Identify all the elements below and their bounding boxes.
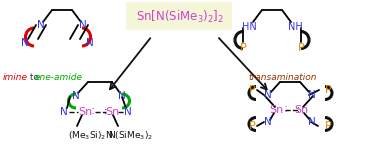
Text: N: N <box>21 38 29 48</box>
Text: P: P <box>249 121 256 131</box>
Text: :: : <box>103 106 107 116</box>
Text: Sn: Sn <box>294 105 308 115</box>
Text: :: : <box>91 104 95 118</box>
Text: Sn[N(SiMe$_3$)$_2$]$_2$: Sn[N(SiMe$_3$)$_2$]$_2$ <box>136 9 224 25</box>
Text: N: N <box>124 107 132 117</box>
Text: N: N <box>60 107 68 117</box>
Text: transamination: transamination <box>248 73 316 82</box>
Text: HN: HN <box>242 22 256 32</box>
Text: Sn: Sn <box>269 105 283 115</box>
Text: N: N <box>264 90 272 100</box>
Text: imine: imine <box>3 73 28 82</box>
Text: N: N <box>72 91 80 101</box>
Text: N: N <box>79 20 87 30</box>
Text: P: P <box>249 85 256 95</box>
Text: Sn: Sn <box>105 107 119 117</box>
Text: N: N <box>37 20 45 30</box>
Text: P: P <box>297 43 304 53</box>
Text: N: N <box>264 117 272 127</box>
Text: ene-amide: ene-amide <box>35 73 83 82</box>
Text: NH: NH <box>288 22 302 32</box>
Text: N: N <box>118 91 126 101</box>
Text: P: P <box>325 85 332 95</box>
Text: N: N <box>308 117 316 127</box>
Text: N: N <box>86 38 94 48</box>
FancyBboxPatch shape <box>126 2 232 30</box>
Text: P: P <box>325 121 332 131</box>
Text: (Me$_3$Si)$_2$N: (Me$_3$Si)$_2$N <box>68 130 113 142</box>
Text: Sn: Sn <box>78 107 92 117</box>
Text: N(SiMe$_3$)$_2$: N(SiMe$_3$)$_2$ <box>108 130 153 142</box>
Text: :: : <box>284 103 288 115</box>
Text: to: to <box>27 73 42 82</box>
Text: :: : <box>296 104 300 114</box>
Text: N: N <box>308 90 316 100</box>
Text: P: P <box>240 43 246 53</box>
